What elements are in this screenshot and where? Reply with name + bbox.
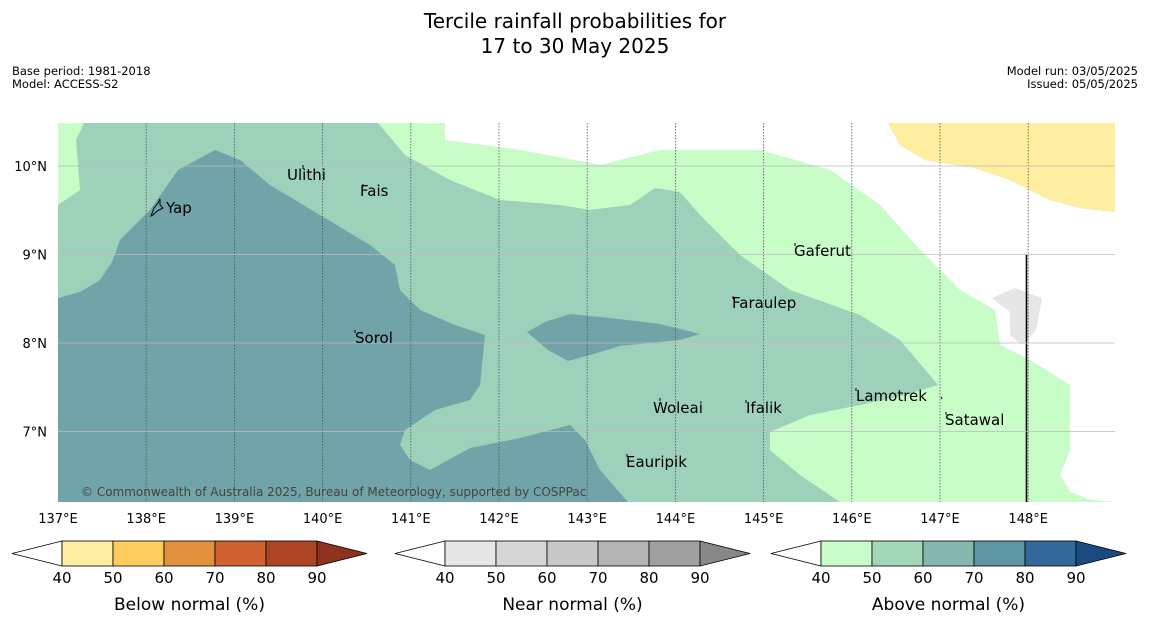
legend-tick-label: 60 [154,569,173,587]
legend-tick-label: 40 [435,569,454,587]
longitude-label: 142°E [479,512,519,527]
legend-tick-label: 90 [1066,569,1085,587]
longitude-labels: 137°E 138°E 139°E 140°E 141°E 142°E 143°E 144°E… [38,512,1048,527]
base-period-text: Base period: 1981-2018 [12,64,151,78]
above-40-50-west-region [58,123,84,205]
place-lamotrek: Lamotrek [856,387,927,405]
legend-swatch [648,540,701,567]
legend-swatch-high [1075,540,1127,567]
place-woleai: Woleai [653,399,703,417]
meta-left: Base period: 1981-2018 Model: ACCESS-S2 [12,65,151,91]
map-title-line2: 17 to 30 May 2025 [480,34,670,58]
legend-tick-label: 40 [811,569,830,587]
place-ifalik: Ifalik [746,399,782,417]
legend-tick-label: 70 [588,569,607,587]
legend-3: 40 50 60 70 80 90 Above normal (%) [770,540,1127,615]
legend-swatch [495,540,548,567]
gridlines [58,123,1115,502]
legend-swatch-high [699,540,751,567]
model-text: Model: ACCESS-S2 [12,77,119,91]
legend-swatch [112,540,165,567]
legend-tick-label: 70 [964,569,983,587]
longitude-label: 141°E [391,512,431,527]
latitude-label: 7°N [23,426,48,441]
legend-tick-label: 70 [205,569,224,587]
meta-right: Model run: 03/05/2025 Issued: 05/05/2025 [1007,65,1138,91]
legend-tick-label: 50 [486,569,505,587]
legend-swatch [597,540,650,567]
issued-text: Issued: 05/05/2025 [1027,77,1138,91]
place-sorol: Sorol [355,329,393,347]
longitude-label: 140°E [303,512,343,527]
model-run-text: Model run: 03/05/2025 [1006,64,1138,78]
legend-tick-label: 60 [537,569,556,587]
legend-title: Below normal (%) [114,595,265,615]
legend-swatch [820,540,873,567]
legend-tick-label: 80 [256,569,275,587]
place-satawal: Satawal [945,411,1004,429]
legend-swatch-high [316,540,368,567]
legend-swatch-low [770,540,822,567]
legend-swatch [214,540,267,567]
map-area [58,123,1115,502]
legend-swatch [163,540,216,567]
place-ulithi: Ulithi [287,166,326,184]
legend-swatch [922,540,975,567]
latitude-labels: 10°N 9°N 8°N 7°N [14,160,47,441]
longitude-label: 144°E [656,512,696,527]
legend-tick-label: 90 [690,569,709,587]
island-markers [150,165,947,457]
near-40-50-region [992,288,1042,345]
legend-tick-label: 40 [52,569,71,587]
legend-swatch [871,540,924,567]
legend-2: 40 50 60 70 80 90 Near normal (%) [394,540,751,615]
legend-tick-label: 50 [103,569,122,587]
below-40-50-region [888,123,1115,212]
legend-swatch-low [11,540,63,567]
no-dominant-region [445,123,1115,502]
legend-tick-label: 80 [639,569,658,587]
place-gaferut: Gaferut [794,242,851,260]
place-faraulep: Faraulep [732,294,796,312]
longitude-label: 146°E [832,512,872,527]
copyright-text: © Commonwealth of Australia 2025, Bureau… [81,485,586,499]
longitude-label: 148°E [1008,512,1048,527]
legend-title: Near normal (%) [502,595,642,615]
above-40-50-region [378,123,1115,502]
longitude-label: 139°E [215,512,255,527]
legend-swatch [1024,540,1077,567]
latitude-label: 8°N [23,337,48,352]
legend-1: 40 50 60 70 80 90 Below normal (%) [11,540,368,615]
longitude-label: 143°E [567,512,607,527]
legend-swatch-low [394,540,446,567]
legend-title: Above normal (%) [872,595,1025,615]
legend-swatch [546,540,599,567]
legend-swatch [973,540,1026,567]
legend-tick-label: 90 [307,569,326,587]
map-title-line1: Tercile rainfall probabilities for [423,9,727,33]
above-60-70-west-region [58,150,628,502]
legend-swatch [444,540,497,567]
longitude-label: 138°E [126,512,166,527]
legend-swatch [265,540,318,567]
longitude-label: 147°E [920,512,960,527]
longitude-label: 145°E [744,512,784,527]
latitude-label: 10°N [14,160,47,175]
place-yap: Yap [165,199,192,217]
legend-tick-label: 80 [1015,569,1034,587]
latitude-label: 9°N [23,249,48,264]
longitude-label: 137°E [38,512,78,527]
legend-tick-label: 50 [862,569,881,587]
legend-swatch [61,540,114,567]
place-eauripik: Eauripik [626,453,687,471]
place-fais: Fais [360,182,389,200]
legend-tick-label: 60 [913,569,932,587]
legends: 40 50 60 70 80 90 Below normal (%) 40 50 60 70 80 90… [11,540,1127,615]
above-60-70-east-region [527,314,700,361]
